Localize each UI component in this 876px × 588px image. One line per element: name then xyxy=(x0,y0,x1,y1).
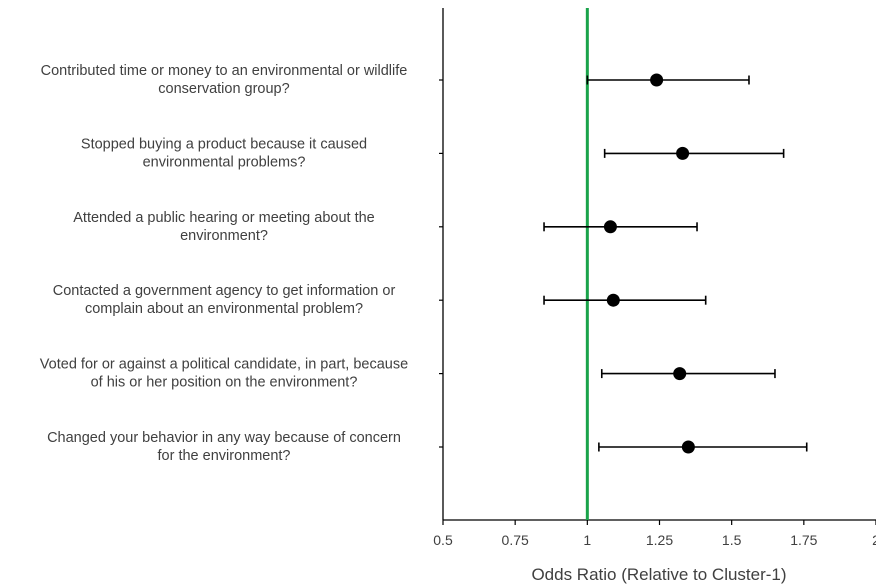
category-label: Contacted a government agency to get inf… xyxy=(53,283,396,317)
x-tick-label: 1.5 xyxy=(722,532,742,548)
x-tick-label: 0.75 xyxy=(502,532,529,548)
category-label-line: Voted for or against a political candida… xyxy=(40,357,408,373)
data-point xyxy=(650,73,664,87)
category-label: Changed your behavior in any way because… xyxy=(47,430,401,464)
data-point xyxy=(606,293,620,307)
category-label-line: Attended a public hearing or meeting abo… xyxy=(73,210,375,226)
x-tick-label: 0.5 xyxy=(433,532,453,548)
x-tick-label: 1 xyxy=(583,532,591,548)
data-point xyxy=(676,146,690,160)
x-tick-label: 1.75 xyxy=(790,532,817,548)
category-label-line: complain about an environmental problem? xyxy=(85,301,363,317)
category-label-line: of his or her position on the environmen… xyxy=(91,375,358,391)
category-label-line: environment? xyxy=(180,228,268,244)
data-point xyxy=(673,367,687,381)
category-label: Stopped buying a product because it caus… xyxy=(81,136,367,170)
category-label-line: Stopped buying a product because it caus… xyxy=(81,136,367,152)
x-ticks: 0.5 0.75 1 1.25 1.5 1.75 2 xyxy=(433,520,876,548)
x-axis-title: Odds Ratio (Relative to Cluster-1) xyxy=(531,565,786,584)
category-label: Voted for or against a political candida… xyxy=(40,357,408,391)
data-marks xyxy=(543,73,808,454)
category-label-line: Contributed time or money to an environm… xyxy=(41,63,408,79)
category-label-line: environmental problems? xyxy=(143,154,306,170)
data-point xyxy=(681,440,695,454)
category-label: Attended a public hearing or meeting abo… xyxy=(73,210,375,244)
x-tick-label: 2 xyxy=(872,532,876,548)
category-labels: Contributed time or money to an environm… xyxy=(40,63,408,464)
category-label-line: Changed your behavior in any way because… xyxy=(47,430,401,446)
category-label: Contributed time or money to an environm… xyxy=(41,63,408,97)
category-label-line: conservation group? xyxy=(158,81,289,97)
x-tick-label: 1.25 xyxy=(646,532,673,548)
category-label-line: Contacted a government agency to get inf… xyxy=(53,283,396,299)
category-label-line: for the environment? xyxy=(158,448,291,464)
data-point xyxy=(603,220,617,234)
